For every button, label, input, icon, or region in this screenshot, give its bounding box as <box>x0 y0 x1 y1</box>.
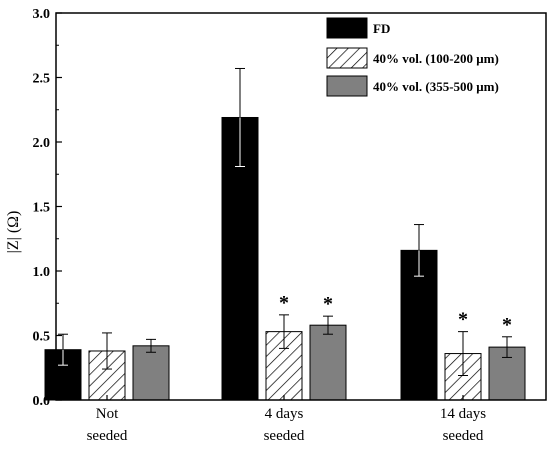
x-category-label-1: seeded <box>87 428 128 444</box>
significance-marker-1: * <box>279 292 289 314</box>
legend-swatch-3 <box>326 75 368 97</box>
y-tick-label: 1.0 <box>33 265 51 280</box>
bar-3-2 <box>309 324 347 401</box>
y-tick-label: 0.0 <box>33 394 51 409</box>
significance-marker-3: * <box>458 309 468 331</box>
significance-marker-2: * <box>323 293 333 315</box>
plot-area: * * * * <box>44 67 526 401</box>
legend-label-2: 40% vol. (100-200 μm) <box>373 51 499 66</box>
significance-marker-4: * <box>502 314 512 336</box>
x-category-label-2: seeded <box>264 428 305 444</box>
y-axis-label: |Z| (Ω) <box>5 211 22 254</box>
bar-3-1 <box>132 345 170 401</box>
y-tick-label: 0.5 <box>33 330 51 345</box>
x-category-label-2: 4 days <box>265 406 304 422</box>
x-category-label-3: 14 days <box>440 406 486 422</box>
legend-swatch-2 <box>326 47 368 69</box>
legend-swatch-1 <box>326 17 368 39</box>
x-category-label-3: seeded <box>443 428 484 444</box>
y-tick-label: 2.0 <box>33 136 51 151</box>
legend-label-1: FD <box>373 21 390 36</box>
legend: FD 40% vol. (100-200 μm) 40% vol. (355-500… <box>326 17 499 97</box>
axes: 0.0 0.5 1.0 1.5 2.0 2.5 3.0 Not seeded 4 days seed… <box>33 7 547 444</box>
y-tick-label: 3.0 <box>33 7 51 22</box>
legend-label-3: 40% vol. (355-500 μm) <box>373 79 499 94</box>
x-category-label-1: Not <box>96 406 119 422</box>
y-tick-label: 1.5 <box>33 201 51 216</box>
y-tick-label: 2.5 <box>33 72 51 87</box>
